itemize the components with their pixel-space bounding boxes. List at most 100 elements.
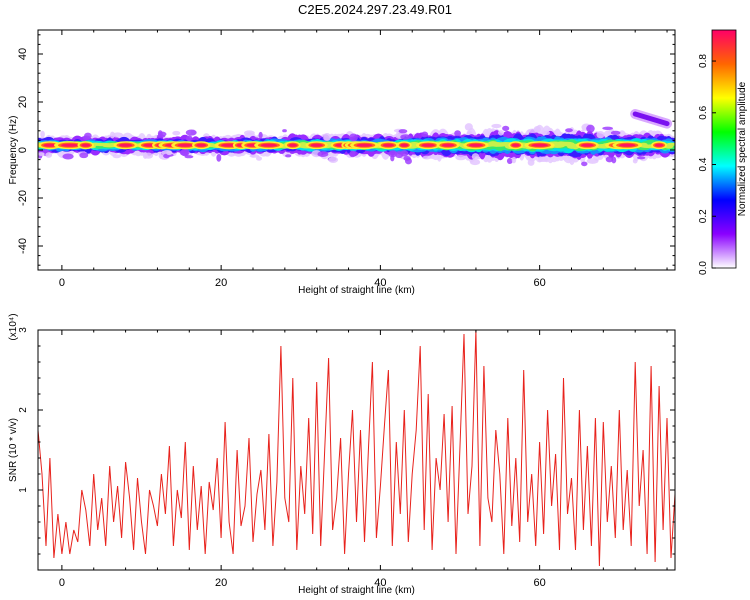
heatmap-cell: [40, 130, 45, 138]
heatmap-hotspot: [356, 143, 373, 147]
x-tick-label: 20: [215, 577, 227, 589]
heatmap-cell: [538, 156, 549, 163]
heatmap-cell: [172, 130, 181, 136]
heatmap-cell: [466, 130, 472, 135]
heatmap-cell: [502, 125, 510, 132]
heatmap-cell: [179, 150, 189, 156]
heatmap-cell: [112, 154, 122, 159]
snr-series-line: [38, 330, 675, 567]
heatmap-cell: [84, 132, 92, 139]
heatmap-cell: [184, 155, 194, 159]
y-tick-label: 20: [17, 96, 29, 108]
colorbar-tick-label: 0.2: [698, 209, 709, 223]
heatmap-cell: [349, 150, 356, 158]
heatmap-hotspot: [43, 143, 57, 147]
x-tick-label: 60: [534, 577, 546, 589]
colorbar: [711, 29, 737, 269]
colorbar-tick-label: 0.8: [698, 54, 709, 68]
heatmap-cell: [666, 142, 675, 146]
heatmap-cell: [581, 161, 588, 167]
heatmap-cell: [328, 156, 339, 163]
heatmap-cell: [596, 130, 605, 139]
heatmap-cell: [586, 158, 599, 164]
heatmap-cell: [256, 156, 263, 161]
y-tick-label: 1: [18, 487, 29, 493]
y-tick-label: 0: [17, 147, 29, 153]
x-tick-label: 0: [59, 277, 65, 289]
heatmap-cell: [62, 153, 74, 160]
heatmap-cell: [45, 152, 53, 158]
heatmap-cell: [398, 129, 408, 134]
heatmap-cell: [421, 131, 429, 138]
heatmap-cell: [469, 159, 481, 166]
heatmap-cell: [543, 130, 550, 136]
heatmap-cell: [38, 152, 45, 156]
heatmap-cell: [349, 133, 358, 142]
heatmap-hotspot: [619, 143, 636, 147]
y-tick-label: 3: [18, 327, 29, 333]
y-tick-label: 2: [18, 407, 29, 413]
x-tick-label: 40: [374, 577, 386, 589]
heatmap-hotspot: [654, 143, 664, 147]
heatmap-cell: [610, 130, 621, 136]
heatmap-hotspot: [441, 143, 455, 147]
heatmap-cell: [454, 130, 461, 137]
colorbar-tick-label: 0.0: [698, 261, 709, 275]
heatmap-cell: [527, 128, 539, 133]
heatmap-cell: [400, 134, 411, 140]
colorbar-label: Normalized spectral amplitude: [737, 81, 748, 216]
heatmap-hotspot: [581, 143, 594, 147]
heatmap-cell: [166, 150, 173, 156]
heatmap-cell: [611, 156, 617, 164]
heatmap-hotspot: [400, 143, 409, 147]
heatmap-cell: [471, 153, 480, 160]
heatmap-hotspot: [421, 143, 435, 147]
chart-title: C2E5.2024.297.23.49.R01: [298, 2, 452, 17]
x-tick-label: 20: [215, 277, 227, 289]
line-frame: [37, 329, 676, 571]
heatmap-cell: [586, 124, 595, 133]
heatmap-hotspot: [468, 143, 483, 147]
heatmap-cell: [422, 155, 432, 160]
heatmap-cell: [605, 156, 614, 163]
heatmap-cell: [400, 150, 409, 157]
heatmap-cell: [79, 152, 89, 159]
heatmap-cell: [464, 123, 473, 131]
heatmap-cell: [143, 152, 154, 159]
y-tick-label: -40: [17, 238, 29, 254]
heatmap-cell: [323, 133, 331, 141]
heatmap-cell: [404, 157, 412, 165]
heatmap-hotspot: [260, 143, 278, 147]
heatmap-upper-feature: [632, 111, 670, 127]
heatmap-cell: [317, 151, 329, 158]
heatmap-cell: [298, 142, 308, 146]
heatmap-cell: [285, 154, 292, 158]
heatmap-cell: [565, 128, 573, 133]
heatmap-cell: [282, 129, 287, 133]
heatmap-cell: [112, 132, 124, 138]
heatmap-cell: [185, 129, 197, 136]
x-tick-label: 0: [59, 577, 65, 589]
heatmap-hotspot: [81, 143, 91, 147]
heatmap-hotspot: [288, 143, 298, 147]
heatmap-cell: [186, 135, 193, 142]
heatmap-hotspot: [196, 143, 207, 147]
heatmap-cell: [637, 156, 646, 160]
heatmap-cell: [258, 131, 263, 139]
y-axis-label: SNR (10 * v/v): [8, 418, 19, 482]
x-axis-label: Height of straight line (km): [298, 285, 415, 296]
y-axis-label: Frequency (Hz): [8, 116, 19, 185]
heatmap-hotspot: [118, 143, 133, 147]
heatmap-hotspot: [61, 143, 79, 147]
heatmap-cell: [388, 150, 398, 158]
heatmap-cell: [491, 123, 502, 129]
heatmap-cell: [632, 158, 638, 164]
x-axis-label: Height of straight line (km): [298, 585, 415, 596]
heatmap-band: [38, 109, 675, 167]
heatmap-hotspot: [531, 143, 548, 147]
heatmap-cell: [216, 153, 222, 162]
y-scale-label: (x10⁴): [8, 313, 19, 340]
heatmap-cell: [109, 131, 115, 139]
colorbar-tick-label: 0.6: [698, 105, 709, 119]
